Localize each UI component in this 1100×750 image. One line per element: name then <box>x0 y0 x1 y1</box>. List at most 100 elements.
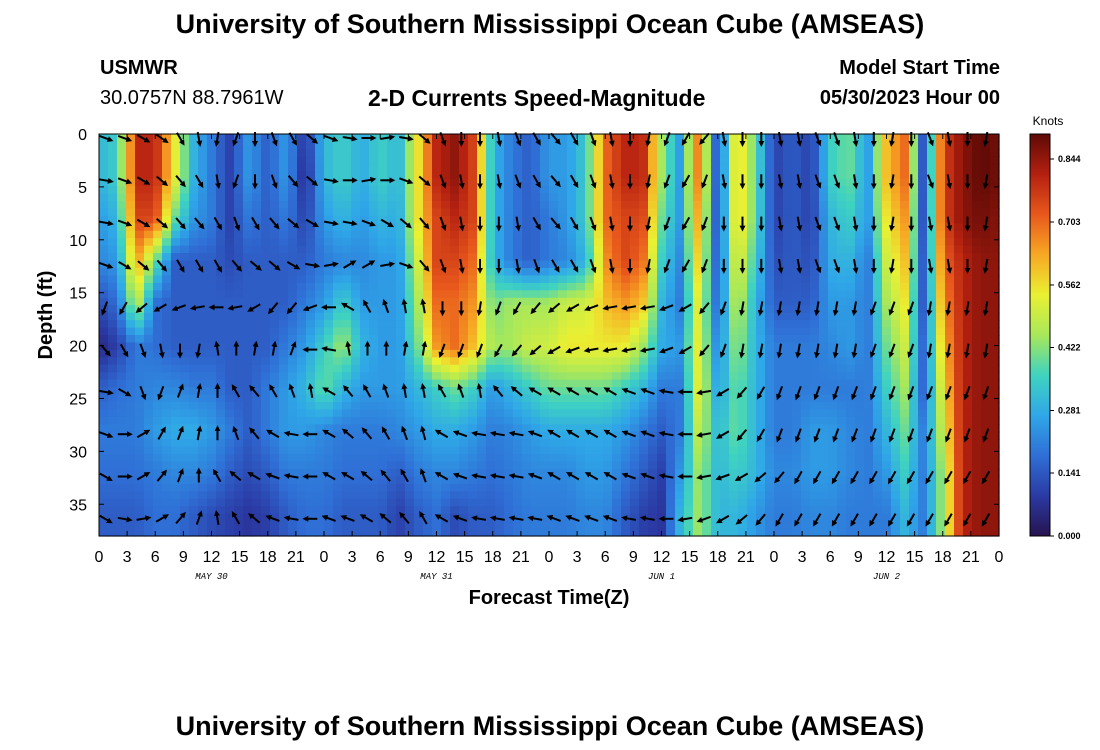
heat-cell <box>180 290 190 299</box>
heat-cell <box>162 268 172 277</box>
heat-cell <box>900 156 910 165</box>
heat-cell <box>198 364 208 373</box>
heat-cell <box>234 431 244 440</box>
heat-cell <box>621 498 631 507</box>
heat-cell <box>117 364 127 373</box>
heat-cell <box>738 335 748 344</box>
heat-cell <box>576 476 586 485</box>
heat-cell <box>891 238 901 247</box>
heat-cell <box>729 379 739 388</box>
heat-cell <box>423 364 433 373</box>
heat-cell <box>783 335 793 344</box>
heat-cell <box>198 297 208 306</box>
heat-cell <box>423 357 433 366</box>
heat-cell <box>270 148 280 157</box>
heat-cell <box>513 446 523 455</box>
heat-cell <box>828 186 838 195</box>
heat-cell <box>207 223 217 232</box>
heat-cell <box>414 134 424 143</box>
heat-cell <box>423 424 433 433</box>
heat-cell <box>855 260 865 269</box>
heat-cell <box>279 245 289 254</box>
heat-cell <box>333 201 343 210</box>
heat-cell <box>315 454 325 463</box>
heat-cell <box>594 491 604 500</box>
heat-cell <box>216 416 226 425</box>
heat-cell <box>153 193 163 202</box>
heat-cell <box>225 163 235 172</box>
heat-cell <box>297 320 307 329</box>
heat-cell <box>630 416 640 425</box>
heat-cell <box>144 379 154 388</box>
heat-cell <box>900 260 910 269</box>
heat-cell <box>945 409 955 418</box>
heat-cell <box>522 268 532 277</box>
heat-cell <box>234 491 244 500</box>
heat-cell <box>819 290 829 299</box>
heat-cell <box>675 223 685 232</box>
heat-cell <box>378 357 388 366</box>
heat-cell <box>153 439 163 448</box>
heat-cell <box>279 305 289 314</box>
heat-cell <box>207 245 217 254</box>
heat-cell <box>882 349 892 358</box>
heat-cell <box>657 305 667 314</box>
heat-cell <box>765 357 775 366</box>
heat-cell <box>549 282 559 291</box>
heat-cell <box>261 178 271 187</box>
heat-cell <box>342 491 352 500</box>
heat-cell <box>567 260 577 269</box>
heat-cell <box>720 282 730 291</box>
heat-cell <box>333 290 343 299</box>
heat-cell <box>945 491 955 500</box>
heat-cell <box>972 349 982 358</box>
heat-cell <box>180 141 190 150</box>
heat-cell <box>558 469 568 478</box>
heat-cell <box>828 208 838 217</box>
heat-cell <box>450 163 460 172</box>
heat-cell <box>612 379 622 388</box>
heat-cell <box>927 163 937 172</box>
heat-cell <box>153 171 163 180</box>
heat-cell <box>171 409 181 418</box>
heat-cell <box>180 335 190 344</box>
heat-cell <box>279 186 289 195</box>
heat-cell <box>792 327 802 336</box>
heat-cell <box>333 305 343 314</box>
heat-cell <box>198 238 208 247</box>
heat-cell <box>864 335 874 344</box>
heat-cell <box>468 409 478 418</box>
heat-cell <box>486 238 496 247</box>
heat-cell <box>702 268 712 277</box>
heat-cell <box>297 186 307 195</box>
heat-cell <box>126 171 136 180</box>
heat-cell <box>927 372 937 381</box>
heat-cell <box>198 312 208 321</box>
heat-cell <box>873 327 883 336</box>
heat-cell <box>315 446 325 455</box>
heat-cell <box>459 260 469 269</box>
heat-cell <box>207 290 217 299</box>
heat-cell <box>441 387 451 396</box>
heat-cell <box>684 156 694 165</box>
heat-cell <box>387 253 397 262</box>
heat-cell <box>675 416 685 425</box>
heat-cell <box>810 253 820 262</box>
heat-cell <box>828 402 838 411</box>
heat-cell <box>972 163 982 172</box>
heat-cell <box>306 253 316 262</box>
heat-cell <box>270 394 280 403</box>
heat-cell <box>747 498 757 507</box>
heat-cell <box>909 320 919 329</box>
heat-cell <box>891 223 901 232</box>
heat-cell <box>504 208 514 217</box>
heat-cell <box>441 186 451 195</box>
heat-cell <box>243 275 253 284</box>
heat-cell <box>351 282 361 291</box>
heat-cell <box>828 439 838 448</box>
heat-cell <box>819 372 829 381</box>
heat-cell <box>972 364 982 373</box>
heat-cell <box>648 349 658 358</box>
heat-cell <box>324 238 334 247</box>
heat-cell <box>828 491 838 500</box>
